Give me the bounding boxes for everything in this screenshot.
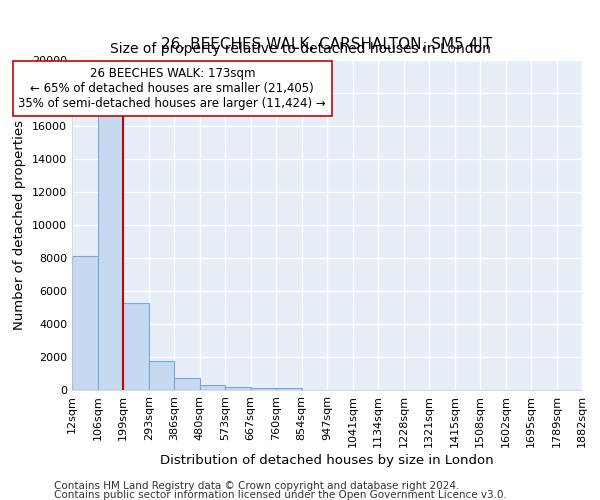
Bar — [251, 388, 276, 390]
Bar — [123, 302, 149, 390]
Title: 26, BEECHES WALK, CARSHALTON, SM5 4JT: 26, BEECHES WALK, CARSHALTON, SM5 4JT — [161, 37, 493, 52]
Bar — [200, 385, 225, 390]
Bar — [225, 386, 251, 390]
Bar — [149, 361, 174, 390]
X-axis label: Distribution of detached houses by size in London: Distribution of detached houses by size … — [160, 454, 494, 467]
Text: Contains HM Land Registry data © Crown copyright and database right 2024.: Contains HM Land Registry data © Crown c… — [54, 481, 460, 491]
Bar — [98, 114, 123, 390]
Text: 26 BEECHES WALK: 173sqm
← 65% of detached houses are smaller (21,405)
35% of sem: 26 BEECHES WALK: 173sqm ← 65% of detache… — [19, 66, 326, 110]
Text: Size of property relative to detached houses in London: Size of property relative to detached ho… — [110, 42, 490, 56]
Bar — [72, 256, 98, 390]
Bar — [276, 388, 302, 390]
Text: Contains public sector information licensed under the Open Government Licence v3: Contains public sector information licen… — [54, 490, 507, 500]
Bar — [174, 378, 200, 390]
Y-axis label: Number of detached properties: Number of detached properties — [13, 120, 26, 330]
